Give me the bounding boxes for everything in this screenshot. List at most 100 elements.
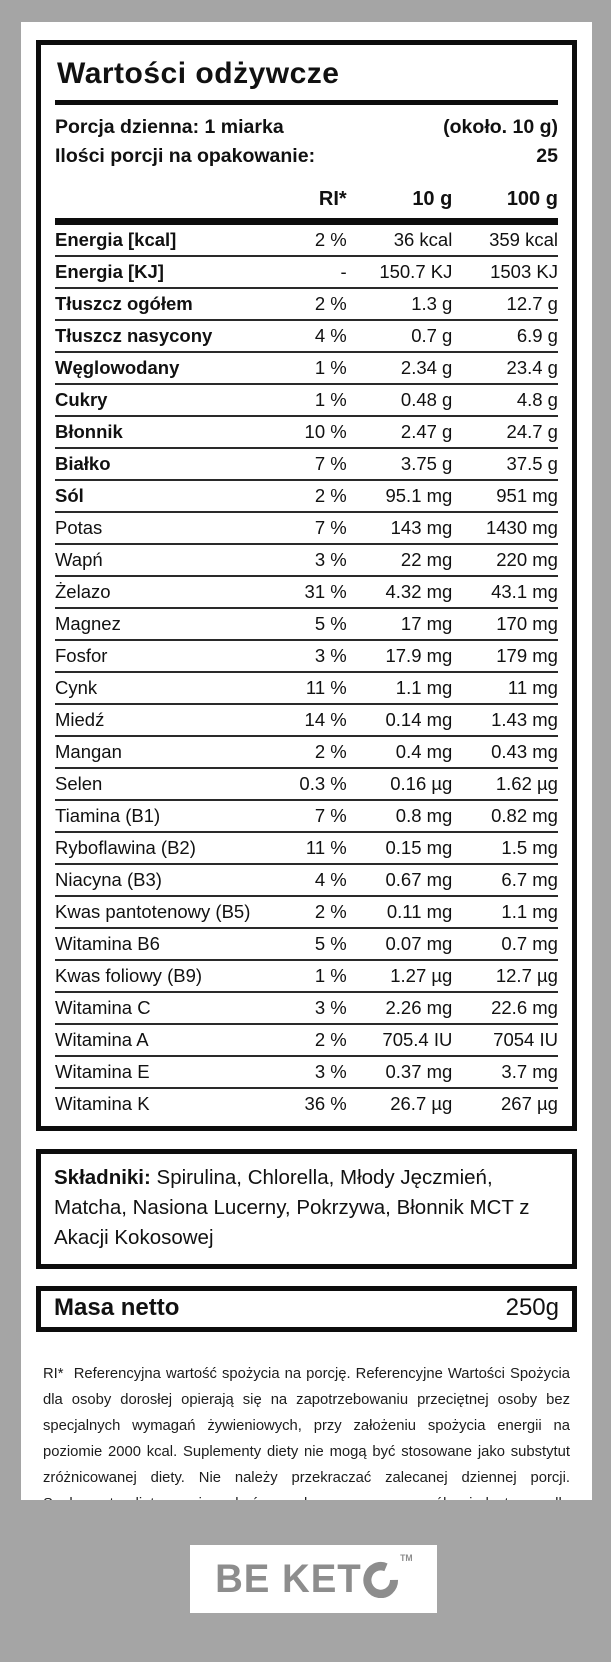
ingredients-text: Spirulina, Chlorella, Młody Jęczmień, Ma… xyxy=(54,1166,530,1249)
header-per-10g: 10 g xyxy=(412,188,453,210)
nutrient-per-100g: 1.62 µg xyxy=(495,773,558,794)
table-row: Węglowodany 1 % 2.34 g 23.4 g xyxy=(55,353,558,385)
keto-o-swirl-icon xyxy=(362,1561,398,1598)
portion-note: (około. 10 g) xyxy=(443,116,558,138)
nutrient-per-100g: 43.1 mg xyxy=(491,581,558,602)
nutrient-name: Węglowodany xyxy=(55,357,180,378)
nutrient-per-100g: 179 mg xyxy=(496,645,558,666)
portion-label: Porcja dzienna: 1 miarka xyxy=(55,116,284,138)
nutrient-per-10g: 1.27 µg xyxy=(390,965,453,986)
nutrient-per-100g: 1.5 mg xyxy=(501,837,558,858)
nutrient-name: Tłuszcz ogółem xyxy=(55,293,193,314)
trademark-symbol: TM xyxy=(399,1553,413,1563)
table-row: Witamina E 3 % 0.37 mg 3.7 mg xyxy=(55,1057,558,1089)
table-row: Witamina B6 5 % 0.07 mg 0.7 mg xyxy=(55,929,558,961)
nutrient-per-100g: 23.4 g xyxy=(506,357,558,378)
nutrient-per-10g: 36 kcal xyxy=(393,229,453,250)
table-header-row: RI* 10 g 100 g xyxy=(55,188,558,218)
nutrient-per-100g: 11 mg xyxy=(507,677,558,698)
nutrient-name: Mangan xyxy=(55,741,122,762)
ingredients-label: Składniki: xyxy=(54,1166,151,1189)
nutrient-per-10g: 0.07 mg xyxy=(385,933,453,954)
header-per-100g: 100 g xyxy=(506,188,558,210)
nutrient-ri-percent: - xyxy=(340,261,347,282)
nutrient-per-10g: 0.14 mg xyxy=(385,709,453,730)
table-row: Tiamina (B1) 7 % 0.8 mg 0.82 mg xyxy=(55,801,558,833)
nutrient-ri-percent: 10 % xyxy=(304,421,347,442)
nutrient-name: Tiamina (B1) xyxy=(55,805,161,826)
nutrient-per-100g: 6.7 mg xyxy=(501,869,558,890)
nutrient-name: Witamina A xyxy=(55,1029,149,1050)
nutrient-name: Witamina C xyxy=(55,997,151,1018)
nutrient-per-100g: 6.9 g xyxy=(516,325,558,346)
table-row: Energia [KJ] - 150.7 KJ 1503 KJ xyxy=(55,257,558,289)
nutrient-name: Witamina B6 xyxy=(55,933,160,954)
nutrient-ri-percent: 2 % xyxy=(314,485,347,506)
label-sheet: Wartości odżywcze Porcja dzienna: 1 miar… xyxy=(21,22,592,1500)
serving-info: Porcja dzienna: 1 miarka (około. 10 g) I… xyxy=(55,113,558,171)
nutrient-per-100g: 0.82 mg xyxy=(491,805,558,826)
nutrient-name: Energia [kcal] xyxy=(55,229,177,250)
nutrition-title: Wartości odżywcze xyxy=(57,57,340,90)
nutrient-per-100g: 1430 mg xyxy=(485,517,558,538)
table-row: Fosfor 3 % 17.9 mg 179 mg xyxy=(55,641,558,673)
nutrient-per-10g: 2.34 g xyxy=(400,357,453,378)
nutrient-name: Potas xyxy=(55,517,103,538)
nutrient-per-100g: 220 mg xyxy=(496,549,558,570)
nutrient-per-100g: 1.1 mg xyxy=(501,901,558,922)
nutrient-name: Tłuszcz nasycony xyxy=(55,325,213,346)
nutrient-per-100g: 4.8 g xyxy=(516,389,558,410)
nutrient-per-100g: 24.7 g xyxy=(506,421,558,442)
nutrient-ri-percent: 1 % xyxy=(314,357,347,378)
brand-logo-inner: BE KET TM xyxy=(215,1553,412,1599)
nutrient-name: Miedź xyxy=(55,709,105,730)
nutrient-per-100g: 3.7 mg xyxy=(501,1061,558,1082)
nutrient-ri-percent: 3 % xyxy=(314,997,347,1018)
servings-per-pack-value: 25 xyxy=(536,145,558,167)
table-row: Tłuszcz nasycony 4 % 0.7 g 6.9 g xyxy=(55,321,558,353)
nutrient-per-100g: 0.43 mg xyxy=(491,741,558,762)
nutrient-per-100g: 951 mg xyxy=(496,485,558,506)
table-row: Kwas foliowy (B9) 1 % 1.27 µg 12.7 µg xyxy=(55,961,558,993)
nutrient-per-100g: 7054 IU xyxy=(493,1029,558,1050)
nutrient-ri-percent: 3 % xyxy=(314,549,347,570)
nutrient-name: Ryboflawina (B2) xyxy=(55,837,196,858)
nutrient-ri-percent: 0.3 % xyxy=(299,773,347,794)
table-row: Magnez 5 % 17 mg 170 mg xyxy=(55,609,558,641)
nutrient-per-10g: 1.1 mg xyxy=(395,677,453,698)
header-nutrient-spacer xyxy=(55,188,271,211)
nutrient-per-10g: 1.3 g xyxy=(411,293,453,314)
nutrient-per-100g: 170 mg xyxy=(496,613,558,634)
nutrient-per-10g: 17 mg xyxy=(400,613,453,634)
header-ri: RI* xyxy=(318,188,347,210)
nutrient-ri-percent: 2 % xyxy=(314,741,347,762)
nutrient-ri-percent: 31 % xyxy=(304,581,347,602)
nutrient-ri-percent: 2 % xyxy=(314,293,347,314)
nutrient-name: Witamina E xyxy=(55,1061,150,1082)
nutrient-per-10g: 150.7 KJ xyxy=(379,261,453,282)
brand-logo: BE KET TM xyxy=(190,1545,437,1613)
nutrient-per-100g: 1503 KJ xyxy=(490,261,558,282)
reference-intake-footnote: RI* Referencyjna wartość spożycia na por… xyxy=(43,1366,570,1500)
nutrient-name: Selen xyxy=(55,773,103,794)
nutrient-per-10g: 0.15 mg xyxy=(385,837,453,858)
table-row: Selen 0.3 % 0.16 µg 1.62 µg xyxy=(55,769,558,801)
nutrient-name: Kwas pantotenowy (B5) xyxy=(55,901,251,922)
nutrient-ri-percent: 1 % xyxy=(314,965,347,986)
nutrient-name: Sól xyxy=(55,485,84,506)
nutrient-ri-percent: 4 % xyxy=(314,869,347,890)
table-row: Witamina C 3 % 2.26 mg 22.6 mg xyxy=(55,993,558,1025)
nutrient-per-10g: 3.75 g xyxy=(400,453,453,474)
nutrient-ri-percent: 14 % xyxy=(304,709,347,730)
nutrient-per-100g: 267 µg xyxy=(501,1093,558,1114)
nutrient-name: Białko xyxy=(55,453,111,474)
nutrient-name: Cynk xyxy=(55,677,98,698)
nutrient-per-100g: 12.7 g xyxy=(506,293,558,314)
table-row: Cukry 1 % 0.48 g 4.8 g xyxy=(55,385,558,417)
nutrient-per-10g: 95.1 mg xyxy=(385,485,453,506)
table-row: Cynk 11 % 1.1 mg 11 mg xyxy=(55,673,558,705)
nutrient-name: Błonnik xyxy=(55,421,123,442)
nutrient-per-100g: 12.7 µg xyxy=(495,965,558,986)
table-row: Energia [kcal] 2 % 36 kcal 359 kcal xyxy=(55,225,558,257)
